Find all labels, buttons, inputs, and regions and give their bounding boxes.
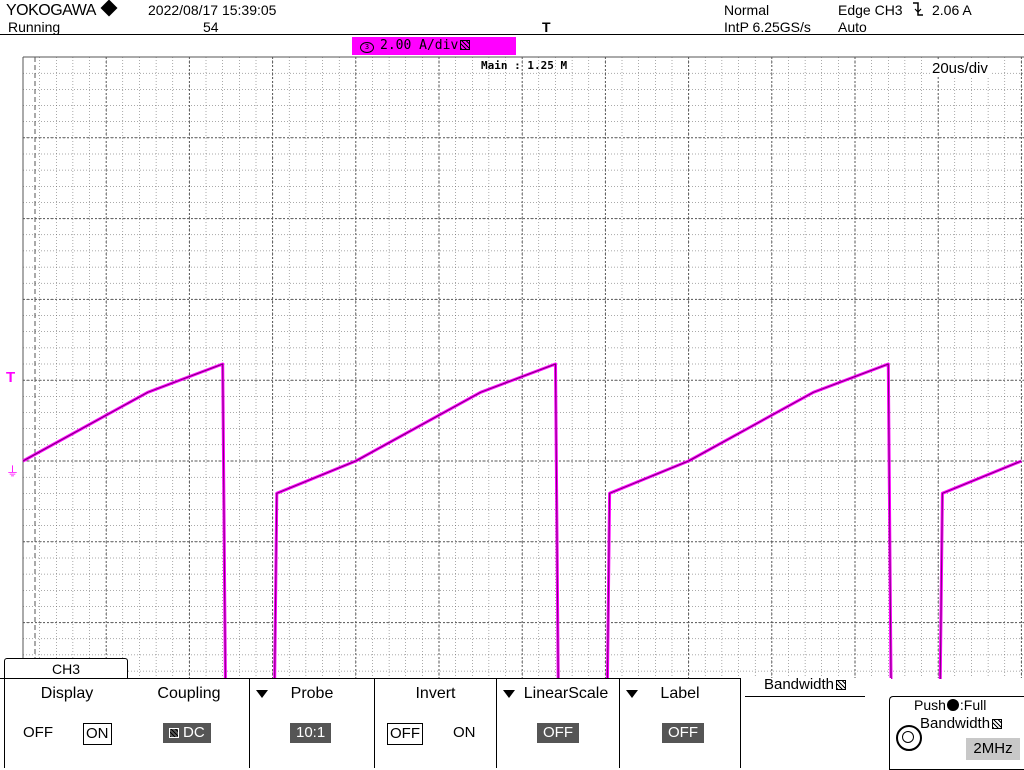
bandwidth-limit-icon <box>992 719 1003 729</box>
probe-value[interactable]: 10:1 <box>290 723 332 743</box>
rotary-knob-icon[interactable] <box>896 725 922 751</box>
dropdown-arrow-icon <box>256 690 268 698</box>
label-value[interactable]: OFF <box>662 723 704 743</box>
status-header: YOKOGAWA 2022/08/17 15:39:05 Running 54 … <box>0 0 1024 36</box>
falling-edge-icon <box>912 1 924 20</box>
bandwidth-knob-panel[interactable]: Push :Full Bandwidth 2MHz <box>889 696 1024 770</box>
acquisition-count: 54 <box>203 19 219 35</box>
linear-scale-softkey[interactable]: LinearScale OFF <box>497 679 620 768</box>
dropdown-arrow-icon <box>503 690 515 698</box>
coupling-value[interactable]: DC <box>163 723 211 743</box>
trigger-level: 2.06 A <box>932 2 972 18</box>
knob-push-icon <box>946 699 959 711</box>
coupling-icon <box>169 728 179 738</box>
ground-level-marker: ⏚ <box>6 465 19 480</box>
brand-name: YOKOGAWA <box>6 2 96 19</box>
invert-softkey[interactable]: Invert OFF ON <box>375 679 497 768</box>
bandwidth-title: Bandwidth <box>745 676 865 697</box>
graticule <box>22 56 1024 678</box>
coupling-softkey[interactable]: Coupling DC <box>129 679 250 768</box>
display-on-option[interactable]: ON <box>83 723 112 745</box>
channel-soft-menu: CH3 Display OFF ON Coupling DC Probe 10:… <box>0 658 1024 770</box>
time-per-division[interactable]: 20us/div <box>930 60 990 77</box>
knob-bandwidth-label-text: Bandwidth <box>920 715 991 732</box>
header-divider <box>0 34 1024 35</box>
full-text: :Full <box>959 697 987 713</box>
push-full-hint: Push :Full <box>914 697 986 713</box>
trigger-mode: Auto <box>838 19 867 35</box>
brand-logo: YOKOGAWA <box>6 0 118 20</box>
main-record-length: Main : 1.25 M <box>481 59 568 72</box>
bandwidth-softkey[interactable]: Bandwidth <box>740 676 891 768</box>
probe-softkey[interactable]: Probe 10:1 <box>250 679 375 768</box>
channel-markers: T ⏚ <box>6 369 19 480</box>
push-text: Push <box>914 697 946 713</box>
tab-ch3[interactable]: CH3 <box>4 658 128 679</box>
dropdown-arrow-icon <box>626 690 638 698</box>
linear-scale-title: LinearScale <box>523 685 609 702</box>
trigger-level-marker: T <box>6 369 15 386</box>
waveform-chart: T ⏚ <box>6 56 1024 770</box>
label-title: Label <box>660 685 700 702</box>
channel-scale-readout[interactable]: 3 2.00 A/div <box>352 37 516 55</box>
bandwidth-limit-icon <box>460 40 471 50</box>
display-off-option[interactable]: OFF <box>23 724 53 741</box>
waveform-display: T ⏚ <box>0 55 1024 770</box>
invert-off-option[interactable]: OFF <box>387 723 423 745</box>
bandwidth-limit-icon <box>836 680 847 690</box>
datetime: 2022/08/17 15:39:05 <box>148 2 277 18</box>
invert-on-option[interactable]: ON <box>453 724 476 741</box>
knob-bandwidth-label: Bandwidth <box>920 715 1003 732</box>
bandwidth-title-text: Bandwidth <box>763 676 835 693</box>
coupling-title: Coupling <box>157 685 221 702</box>
channel-number-icon: 3 <box>360 42 374 53</box>
menu-divider <box>0 678 740 679</box>
trigger-type: Edge CH3 <box>838 2 903 18</box>
display-title: Display <box>40 685 94 702</box>
display-softkey[interactable]: Display OFF ON <box>4 679 130 768</box>
sample-rate: IntP 6.25GS/s <box>724 19 811 35</box>
acquisition-mode: Normal <box>724 2 770 18</box>
channel-scale-value: 2.00 A/div <box>380 38 459 53</box>
linear-scale-value[interactable]: OFF <box>537 723 579 743</box>
trigger-position-icon: T <box>542 19 551 35</box>
label-softkey[interactable]: Label OFF <box>620 679 741 768</box>
run-status: Running <box>8 19 61 35</box>
probe-title: Probe <box>290 685 334 702</box>
bandwidth-value[interactable]: 2MHz <box>966 738 1020 760</box>
diamond-icon <box>100 0 118 17</box>
invert-title: Invert <box>415 685 456 702</box>
coupling-value-text: DC <box>183 724 205 741</box>
